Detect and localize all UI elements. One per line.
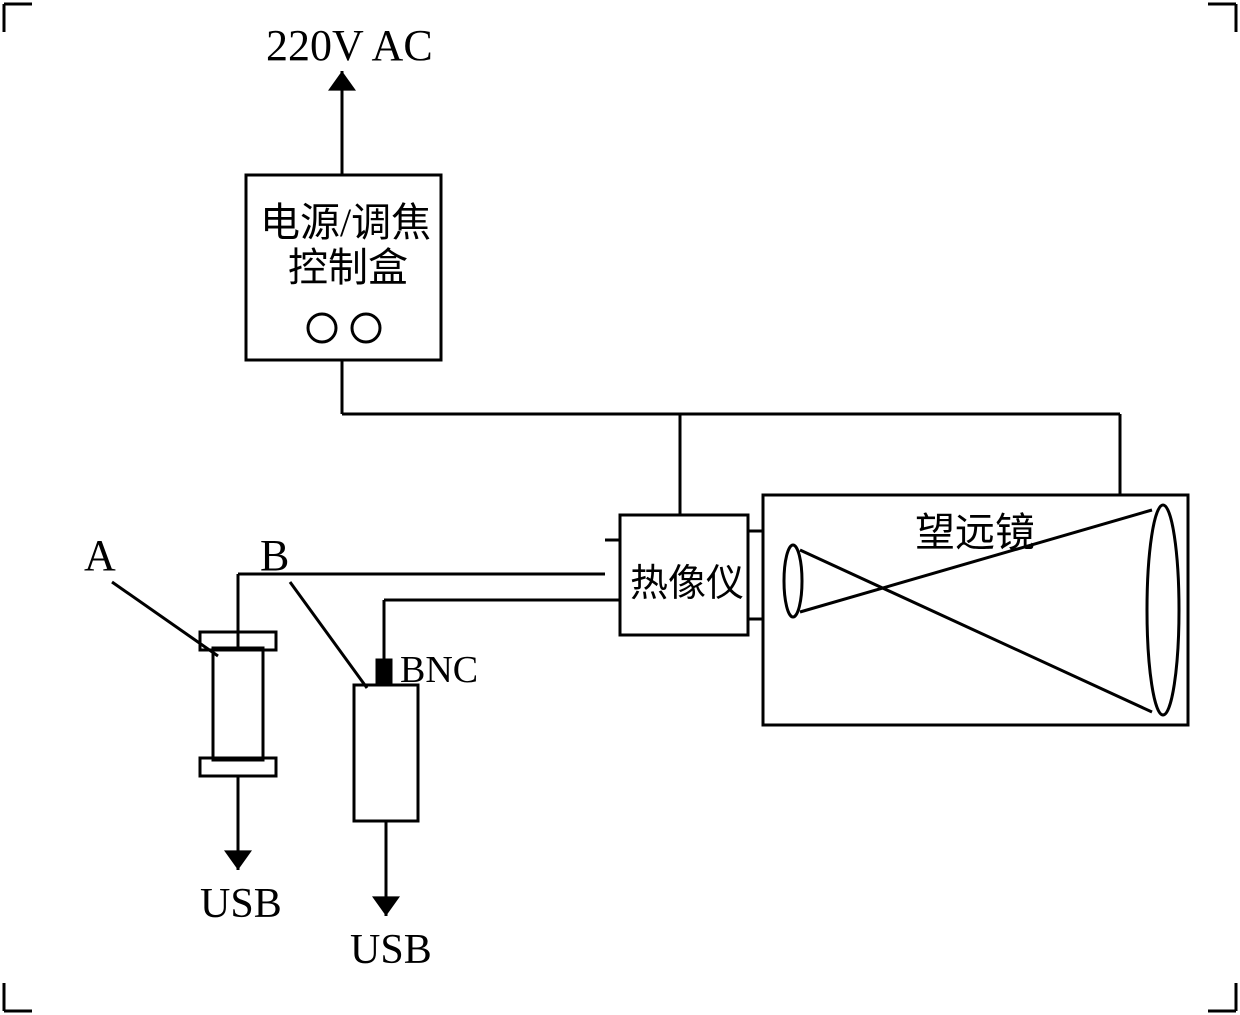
- ac-label: 220V AC: [266, 20, 433, 71]
- telescope-label: 望远镜: [915, 500, 1035, 558]
- usb-label-A: USB: [200, 880, 282, 928]
- label-A: A: [84, 530, 116, 581]
- control-box-line2: 控制盒: [288, 235, 408, 293]
- label-B: B: [260, 530, 289, 581]
- thermal-imager-label: 热像仪: [630, 552, 744, 607]
- usb-label-B: USB: [350, 926, 432, 974]
- diagram-canvas: 220V AC 电源/调焦 控制盒 热像仪 望远镜 BNC A B USB US…: [0, 0, 1240, 1015]
- bnc-label: BNC: [400, 648, 478, 692]
- diagram-svg: [0, 0, 1240, 1015]
